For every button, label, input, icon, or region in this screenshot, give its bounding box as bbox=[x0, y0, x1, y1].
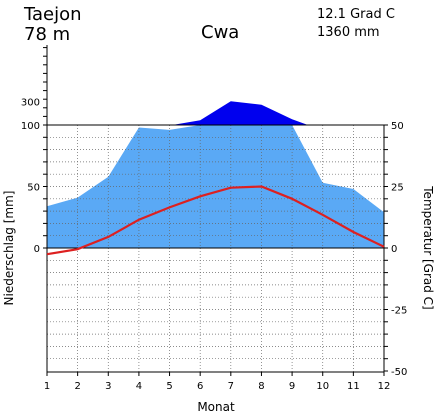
x-axis-tick-label: 1 bbox=[44, 381, 50, 392]
x-axis-tick-label: 5 bbox=[166, 381, 172, 392]
precipitation-excess-area bbox=[172, 101, 308, 125]
x-axis-tick-label: 10 bbox=[316, 381, 329, 392]
right-axis-tick-label: -25 bbox=[391, 306, 407, 317]
station-elevation: 78 m bbox=[24, 24, 70, 45]
x-axis-tick-label: 11 bbox=[347, 381, 360, 392]
x-axis-tick-label: 2 bbox=[74, 381, 80, 392]
right-axis-tick-label: 0 bbox=[391, 244, 397, 255]
climate-classification: Cwa bbox=[201, 22, 239, 43]
left-axis-tick-label: 0 bbox=[34, 244, 40, 255]
x-axis-tick-label: 8 bbox=[258, 381, 264, 392]
x-axis-label: Monat bbox=[197, 400, 235, 414]
right-axis-tick-label: 25 bbox=[391, 183, 404, 194]
annual-precipitation: 1360 mm bbox=[317, 25, 380, 40]
x-axis-tick-label: 6 bbox=[197, 381, 203, 392]
right-axis-tick-label: 50 bbox=[391, 121, 404, 132]
left-axis-label: Niederschlag [mm] bbox=[2, 191, 16, 306]
annual-temperature: 12.1 Grad C bbox=[317, 7, 395, 22]
x-axis-tick-label: 4 bbox=[136, 381, 142, 392]
x-axis-tick-label: 12 bbox=[378, 381, 391, 392]
left-axis-tick-label: 300 bbox=[21, 98, 40, 109]
temperature-line bbox=[46, 185, 385, 256]
left-axis-tick-label: 50 bbox=[27, 183, 40, 194]
x-axis-tick-label: 3 bbox=[105, 381, 111, 392]
x-axis-tick-label: 7 bbox=[228, 381, 234, 392]
right-axis-tick-label: -50 bbox=[391, 367, 407, 378]
right-axis-label: Temperatur [Grad C] bbox=[421, 185, 435, 309]
left-axis-tick-label: 100 bbox=[21, 121, 40, 132]
x-axis-tick-label: 9 bbox=[289, 381, 295, 392]
station-name: Taejon bbox=[23, 4, 82, 25]
